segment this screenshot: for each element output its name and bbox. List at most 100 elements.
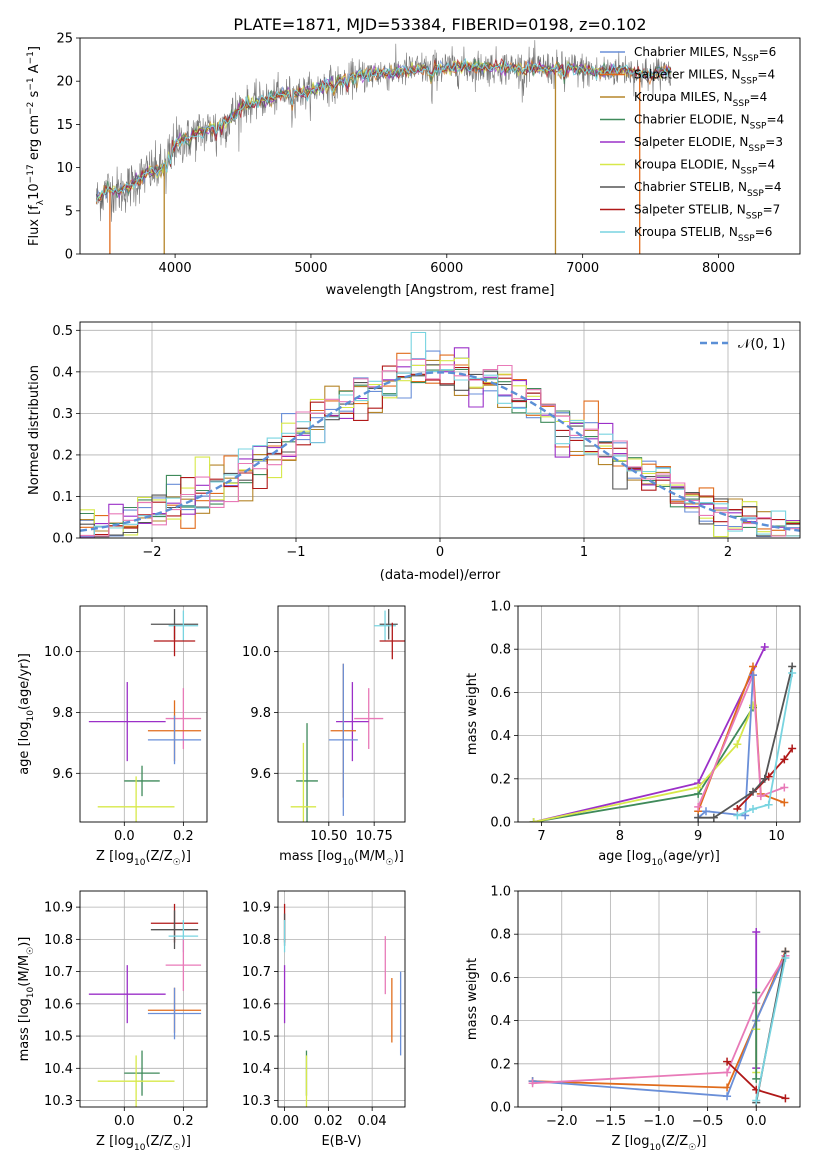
y-tick-label: 0 [65,248,73,263]
x-tick-label: 7 [537,829,545,844]
plus-marker [752,1096,761,1105]
y-tick-label: 15 [56,118,73,133]
label-part: )] [17,937,32,947]
x-tick-label: 0.02 [314,1114,343,1129]
plus-marker [749,671,757,680]
panels: 4000 5000 6000 7000 80000510152025wavelength… [17,32,801,1153]
label-part: )] [181,849,191,864]
label-part: (M/M [17,955,32,987]
y-tick-label: 25 [56,32,73,47]
x-axis-label: age [log10(age/yr)] [598,849,720,868]
plus-marker [764,800,773,809]
y-tick-label: 10.6 [44,997,73,1012]
label-part: )] [394,849,404,864]
label-part: Salpeter ELODIE, N [634,135,748,149]
axes-frame [79,605,208,823]
x-tick-label: 7000 [566,261,599,276]
errorbar-point [97,1055,175,1107]
label-part: =6 [755,225,773,239]
label-part: Z [log [612,1134,650,1149]
y-axis-label: mass weight [465,958,480,1040]
label-part: =4 [750,90,768,104]
y-tick-label: 10.0 [242,645,271,660]
plus-marker [781,1094,790,1103]
plus-marker [528,1079,537,1088]
y-tick-label: 10.7 [242,965,271,980]
y-tick-label: 0.4 [490,729,511,744]
panel-weight_vs_Z: −2.0 −1.5 −1.0 −0.5 0.0 0.0 0.2 0.4 0.6 0.8 1.0 Z [… [465,885,801,1153]
x-tick-label: 10 [768,829,785,844]
axes-frame [79,890,208,1108]
weight-series [733,668,797,820]
label-part: SSP [746,212,763,222]
legend-entry: Kroupa MILES, NSSP=4 [634,90,767,109]
errorbar-point [150,910,199,950]
label-part: ☉ [688,1143,696,1153]
panel-age_vs_Z: 0.0 0.29.69.810.0Z [log10(Z/Z☉)]age [log1… [17,605,208,868]
y-axis-label: Flux [fλ10−17 erg cm−2 s−1 A−1] [26,46,46,246]
label-part: SSP [741,77,758,87]
weight-series [752,953,790,1105]
x-tick-label: 2 [724,545,732,560]
label-part: age [log [598,849,651,864]
plus-marker [723,1068,732,1077]
x-tick-label: 6000 [430,261,463,276]
x-tick-label: 0.2 [173,829,194,844]
panel-residuals: −2 −1 0 1 2 0.0 0.1 0.2 0.3 0.4 0.5 𝒩(0, 1) (data-mo… [27,321,801,583]
y-axis-label: mass [log10(M/M☉)] [17,937,36,1062]
y-tick-label: 0.4 [52,365,73,380]
weight-series [723,1057,790,1103]
panel-mass_vs_ebv: 0.00 0.02 0.04 10.3 10.4 10.5 10.6 10.7 10.8 10.9… [242,890,406,1149]
label-part: ] [27,46,42,51]
plus-marker [788,668,797,677]
panel-mass_vs_Z: 0.0 0.2 10.3 10.4 10.5 10.6 10.7 10.8 10.9 Z [log… [17,890,208,1153]
x-tick-label: 0.00 [270,1114,299,1129]
normal-curve [80,371,800,532]
x-tick-label: −1.0 [643,1114,675,1129]
plot-area [88,609,202,822]
plus-marker [733,740,742,749]
label-part: ( [661,1134,666,1149]
x-tick-label: 0.2 [173,1114,194,1129]
label-part: erg cm [27,115,42,164]
plus-marker [749,787,757,796]
y-tick-label: 10.9 [242,901,271,916]
y-tick-label: 10.9 [44,901,73,916]
label-part: =3 [765,135,783,149]
legend-entry: Chabrier STELIB, NSSP=4 [634,180,782,199]
label-part: 10 [26,710,36,722]
plus-marker [694,802,703,811]
x-tick-label: −2.0 [546,1114,578,1129]
label-part: ☉ [173,858,181,868]
y-tick-label: 10.8 [242,933,271,948]
x-tick-label: 4000 [159,261,192,276]
y-tick-label: 0.6 [490,971,511,986]
x-axis-label: (data-model)/error [380,568,501,583]
y-tick-label: 0.3 [52,407,73,422]
plus-marker [749,805,757,814]
legend-entry: Kroupa STELIB, NSSP=6 [634,225,772,244]
y-tick-label: 9.6 [52,767,73,782]
y-tick-label: 10.7 [44,965,73,980]
x-axis-label: wavelength [Angstrom, rest frame] [326,283,555,298]
weight-series [752,988,761,1083]
label-part: SSP [747,189,764,199]
legend-entry: Salpeter STELIB, NSSP=7 [634,203,780,222]
series-line [755,957,787,1101]
plus-marker [709,813,718,822]
y-tick-label: 10.8 [44,933,73,948]
y-tick-label: 10.6 [242,997,271,1012]
label-part: SSP [742,54,759,64]
errorbar-point [153,625,196,657]
x-tick-label: 8000 [702,261,735,276]
model-spectrum-line [95,59,672,203]
errorbar-point [296,723,318,822]
label-part: )] [181,1134,191,1149]
y-tick-label: 10.4 [242,1062,271,1077]
label-part: E(B-V) [321,1134,361,1149]
y-tick-label: 1.0 [490,600,511,615]
y-tick-label: 10.3 [44,1094,73,1109]
x-tick-label: 10.50 [310,829,347,844]
model-spectrum-line [95,57,672,202]
axes-frame [79,37,801,255]
